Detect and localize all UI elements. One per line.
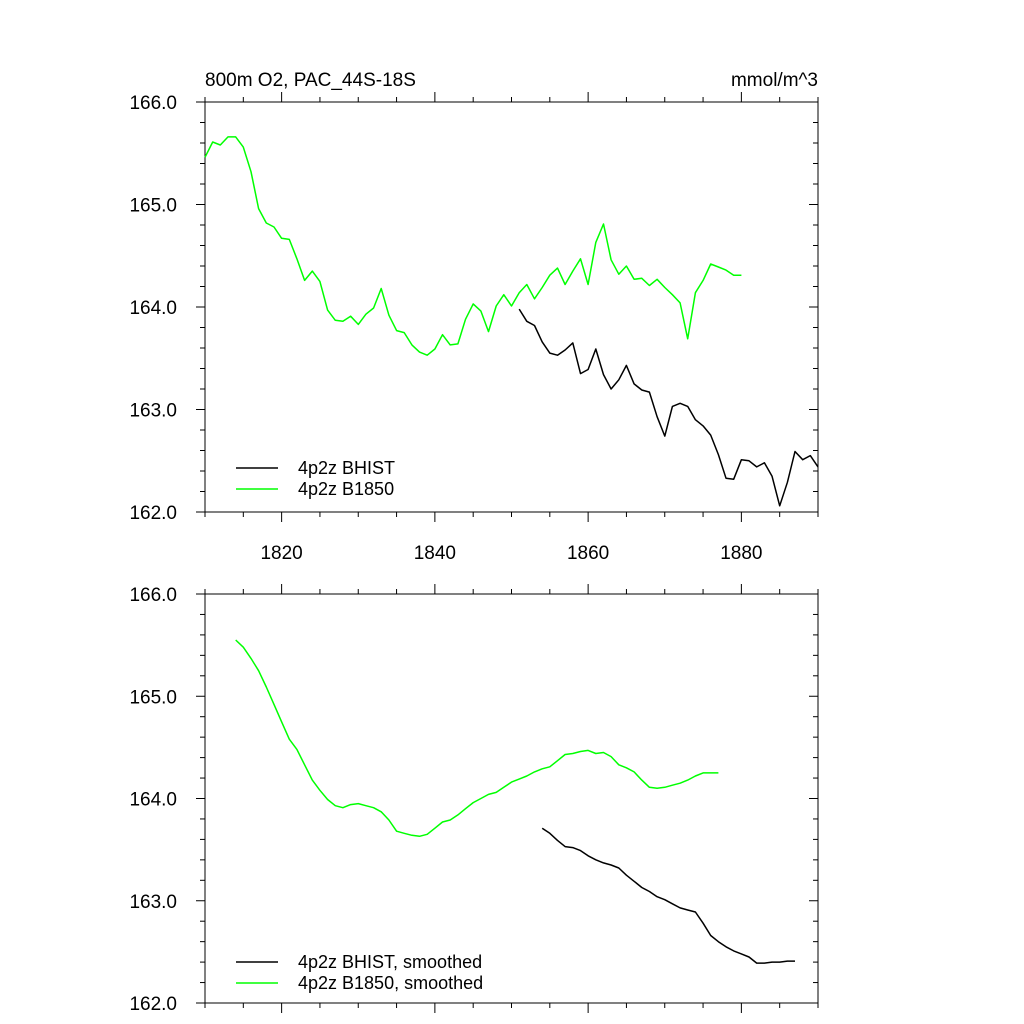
x-tick-label: 1880 (720, 543, 762, 564)
plot-frame (204, 101, 819, 513)
legend-label: 4p2z B1850 (298, 479, 394, 499)
top-panel: 162.0 163.0 164.0 165.0 166.0 1820 1840 1860 188… (129, 92, 819, 564)
series-line-0 (541, 827, 795, 964)
y-tick-label: 166.0 (129, 585, 177, 606)
y-tick-label: 165.0 (129, 196, 177, 217)
plot-frame (204, 593, 819, 1004)
y-tick-label: 165.0 (129, 687, 177, 708)
series-line-1 (204, 136, 742, 356)
legend-label: 4p2z B1850, smoothed (298, 973, 483, 993)
legend-label: 4p2z BHIST (298, 458, 395, 478)
chart-title: 800m O2, PAC_44S-18S (205, 70, 416, 91)
y-tick-label: 163.0 (129, 892, 177, 913)
chart-units: mmol/m^3 (731, 70, 818, 91)
y-tick-label: 164.0 (129, 298, 177, 319)
bottom-panel: 162.0 163.0 164.0 165.0 166.0 4p2z BHIST, smo… (129, 584, 819, 1015)
legend-label: 4p2z BHIST, smoothed (298, 952, 482, 972)
x-tick-label: 1820 (260, 543, 302, 564)
y-tick-label: 166.0 (129, 93, 177, 114)
y-tick-label: 162.0 (129, 994, 177, 1015)
x-tick-label: 1860 (567, 543, 609, 564)
x-tick-label: 1840 (414, 543, 456, 564)
series-line-1 (235, 639, 719, 838)
y-tick-label: 163.0 (129, 401, 177, 422)
y-tick-label: 164.0 (129, 790, 177, 811)
series-line-0 (518, 308, 819, 507)
y-tick-label: 162.0 (129, 503, 177, 524)
